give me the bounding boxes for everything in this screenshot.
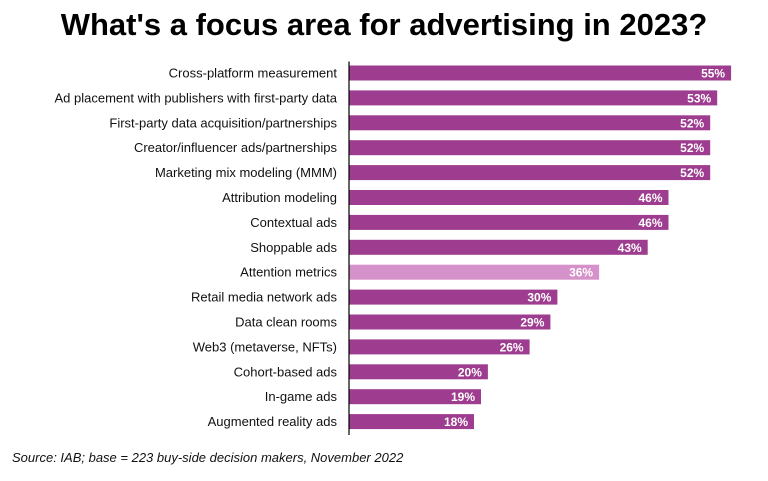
category-label: Web3 (metaverse, NFTs) xyxy=(193,339,337,354)
bar xyxy=(349,65,732,81)
bar xyxy=(349,414,474,430)
category-label: Attention metrics xyxy=(240,265,337,280)
category-label: Ad placement with publishers with first-… xyxy=(54,90,337,105)
bar xyxy=(349,314,551,330)
bar xyxy=(349,190,669,205)
bar xyxy=(349,389,481,405)
category-label: Contextual ads xyxy=(250,215,337,230)
category-label: Retail media network ads xyxy=(191,290,337,305)
value-label: 30% xyxy=(527,291,551,305)
value-label: 18% xyxy=(444,415,468,429)
bar xyxy=(349,115,711,131)
bars-layer xyxy=(349,65,732,430)
category-label: Cross-platform measurement xyxy=(169,66,338,81)
category-label: Marketing mix modeling (MMM) xyxy=(155,165,337,180)
value-label: 43% xyxy=(618,241,642,255)
bar xyxy=(349,214,669,230)
bar xyxy=(349,339,530,355)
value-label: 55% xyxy=(701,67,725,81)
chart-title: What's a focus area for advertising in 2… xyxy=(60,7,708,42)
value-label: 52% xyxy=(680,116,704,130)
value-label: 46% xyxy=(638,191,662,205)
category-label: Shoppable ads xyxy=(250,240,337,255)
category-label: Cohort-based ads xyxy=(234,364,338,379)
bar xyxy=(349,165,711,181)
value-label: 36% xyxy=(569,266,593,280)
value-label: 53% xyxy=(687,91,711,105)
value-label: 29% xyxy=(520,316,544,330)
category-label: Augmented reality ads xyxy=(208,414,338,429)
bar xyxy=(349,264,600,280)
category-label: Attribution modeling xyxy=(222,190,337,205)
bar xyxy=(349,90,718,106)
value-labels-layer: 55% 53% 52% 52% 52% 46% 46% 43% 36% 30% 29% 26% 20% 1… xyxy=(444,67,725,430)
value-label: 46% xyxy=(638,216,662,230)
bar xyxy=(349,364,488,380)
source-note: Source: IAB; base = 223 buy-side decisio… xyxy=(12,450,404,465)
category-labels-layer: Cross-platform measurement Ad placement w… xyxy=(54,66,337,430)
bar xyxy=(349,239,648,255)
category-label: First-party data acquisition/partnership… xyxy=(109,115,337,130)
category-label: In-game ads xyxy=(265,389,338,404)
value-label: 52% xyxy=(680,141,704,155)
category-label: Data clean rooms xyxy=(235,315,337,330)
bar xyxy=(349,140,711,156)
value-label: 52% xyxy=(680,166,704,180)
value-label: 20% xyxy=(458,365,482,379)
category-label: Creator/influencer ads/partnerships xyxy=(134,140,338,155)
bar xyxy=(349,289,558,305)
value-label: 26% xyxy=(500,340,524,354)
value-label: 19% xyxy=(451,390,475,404)
